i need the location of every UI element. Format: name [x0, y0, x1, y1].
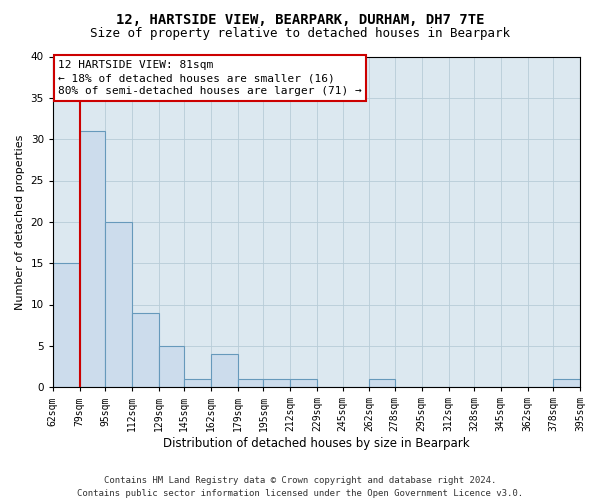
- Y-axis label: Number of detached properties: Number of detached properties: [15, 134, 25, 310]
- Bar: [263, 379, 290, 387]
- Bar: [53, 263, 80, 387]
- Bar: [159, 346, 184, 387]
- Bar: [553, 379, 580, 387]
- Bar: [290, 379, 317, 387]
- Bar: [132, 313, 159, 387]
- Bar: [370, 379, 395, 387]
- Text: 12, HARTSIDE VIEW, BEARPARK, DURHAM, DH7 7TE: 12, HARTSIDE VIEW, BEARPARK, DURHAM, DH7…: [116, 12, 484, 26]
- Text: Size of property relative to detached houses in Bearpark: Size of property relative to detached ho…: [90, 28, 510, 40]
- Text: 12 HARTSIDE VIEW: 81sqm
← 18% of detached houses are smaller (16)
80% of semi-de: 12 HARTSIDE VIEW: 81sqm ← 18% of detache…: [58, 60, 362, 96]
- Text: Contains HM Land Registry data © Crown copyright and database right 2024.
Contai: Contains HM Land Registry data © Crown c…: [77, 476, 523, 498]
- Bar: [211, 354, 238, 387]
- Bar: [80, 131, 105, 387]
- Bar: [184, 379, 211, 387]
- X-axis label: Distribution of detached houses by size in Bearpark: Distribution of detached houses by size …: [163, 437, 470, 450]
- Bar: [238, 379, 263, 387]
- Bar: [105, 222, 132, 387]
